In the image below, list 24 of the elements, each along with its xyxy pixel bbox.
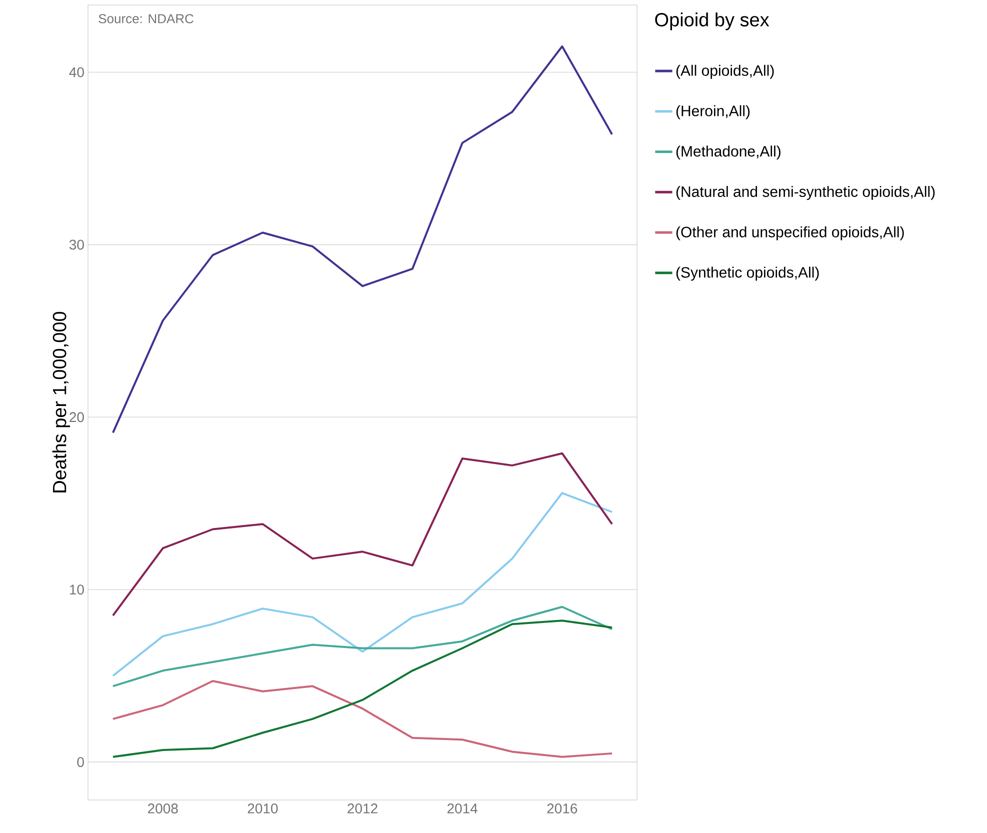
legend-label: (All opioids,All): [676, 64, 774, 79]
legend-label: (Heroin,All): [676, 105, 750, 120]
y-tick-label: 0: [77, 757, 84, 768]
x-tick-label: 2012: [348, 804, 378, 814]
y-tick-label: 40: [69, 67, 84, 78]
x-tick-label: 2008: [148, 804, 178, 814]
line-series: [112, 680, 614, 758]
line-series: [112, 45, 614, 434]
legend-label: (Synthetic opioids,All): [676, 266, 819, 281]
line-series: [112, 620, 614, 758]
legend-label: (Natural and semi-synthetic opioids,All): [676, 186, 935, 200]
y-tick-label: 20: [70, 412, 84, 422]
legend-label: (Other and unspecified opioids,All): [676, 226, 904, 240]
legend-label: (Methadone,All): [676, 146, 780, 160]
x-tick-label: 2010: [248, 804, 278, 814]
line-series: [112, 452, 614, 616]
y-axis-title: Deaths per 1,000,000: [52, 312, 70, 492]
line-series: [112, 492, 614, 677]
y-tick-label: 30: [69, 240, 84, 250]
x-tick-label: 2014: [447, 804, 478, 814]
y-tick-label: 10: [70, 584, 84, 595]
annotation: Source: NDARC: [98, 14, 194, 24]
x-tick-label: 2016: [547, 804, 578, 814]
legend-title: Opioid by sex: [655, 12, 770, 30]
